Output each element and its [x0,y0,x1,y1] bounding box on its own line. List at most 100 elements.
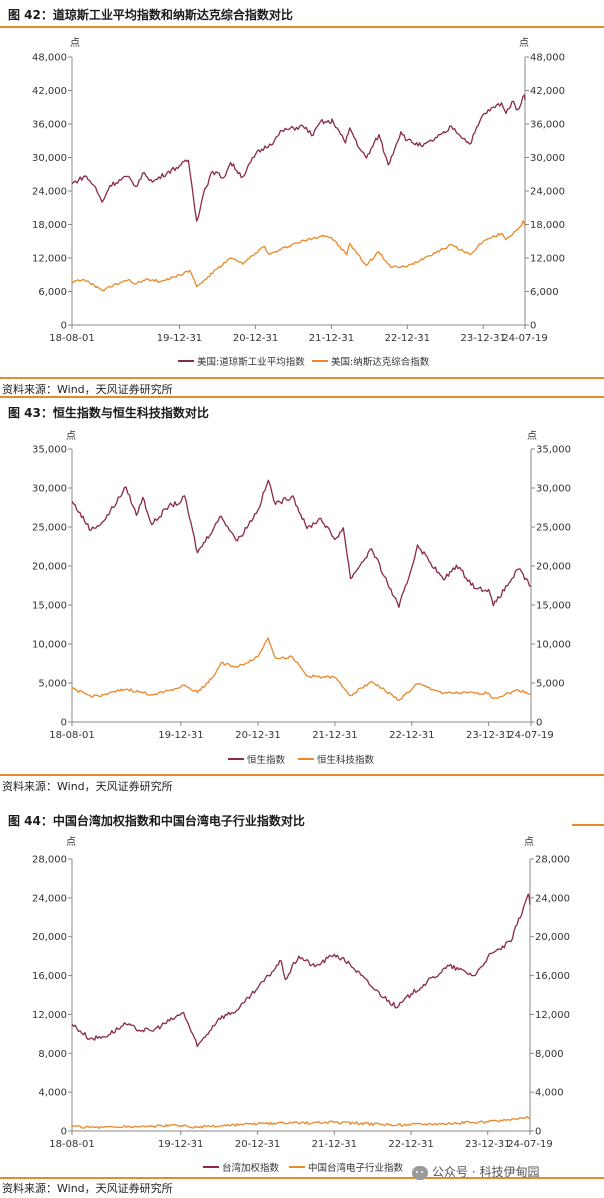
y-tick-label-left: 6,000 [38,287,67,298]
y-tick-label-right: 12,000 [535,1010,570,1021]
y-tick-label-right: 35,000 [536,445,571,456]
series-line-2 [71,1115,531,1130]
y-tick-label-left: 10,000 [32,640,67,651]
y-tick-label-left: 30,000 [32,484,67,495]
y-tick-label-right: 4,000 [535,1088,564,1099]
legend-label-1: 台湾加权指数 [222,1162,280,1174]
x-tick-label: 23-12-31 [465,1139,510,1150]
y-tick-label-right: 24,000 [535,893,570,904]
x-tick-label: 19-12-31 [157,333,202,344]
y-tick-label-right: 0 [535,1127,541,1138]
y-tick-label-right: 6,000 [530,287,559,298]
figure-title: 图 42：道琼斯工业平均指数和纳斯达克综合指数对比 [8,8,293,22]
source-rule-top [0,1177,604,1179]
x-tick-label: 22-12-31 [388,1139,433,1150]
y-tick-label-right: 10,000 [536,640,571,651]
left-axis-unit: 点 [70,38,80,49]
y-tick-label-left: 28,000 [32,855,67,866]
legend-label-2: 中国台湾电子行业指数 [308,1162,404,1174]
x-tick-label: 24-07-19 [502,333,547,344]
y-tick-label-left: 20,000 [32,562,67,573]
x-tick-label: 24-07-19 [507,1139,552,1150]
x-tick-label: 20-12-31 [235,730,280,741]
wechat-icon [412,1165,428,1180]
y-tick-label-right: 8,000 [535,1049,564,1060]
source-rule-top [0,774,604,776]
x-tick-label: 23-12-31 [461,333,506,344]
x-tick-label: 21-12-31 [312,730,357,741]
y-tick-label-left: 0 [61,1127,67,1138]
y-tick-label-right: 30,000 [536,484,571,495]
series-line-1 [71,94,526,222]
watermark-text: 公众号 · 科技伊甸园 [432,1165,540,1179]
x-tick-label: 21-12-31 [312,1139,357,1150]
x-tick-label: 24-07-19 [508,730,553,741]
y-tick-label-right: 25,000 [536,523,571,534]
source-note: 资料来源：Wind，天风证券研究所 [2,1182,173,1195]
y-tick-label-right: 18,000 [530,220,565,231]
watermark: 公众号 · 科技伊甸园 [412,1163,539,1180]
source-note: 资料来源：Wind，天风证券研究所 [2,383,173,396]
chart-dow-nasdaq: 0 0 6,000 6,000 12,000 12,000 18,000 18,000 24,0… [32,53,565,369]
x-tick-label: 18-08-01 [49,1139,94,1150]
figure-42: 图 42：道琼斯工业平均指数和纳斯达克综合指数对比 点 点 0 0 6,000 6,0… [0,0,604,396]
y-tick-label-right: 12,000 [530,254,565,265]
y-tick-label-left: 16,000 [32,971,67,982]
source-rule-top [0,377,604,379]
y-tick-label-left: 25,000 [32,523,67,534]
figure-43: 图 43：恒生指数与恒生科技指数对比 点 点 0 0 5,000 5,000 10,00… [0,398,604,798]
y-tick-label-left: 36,000 [32,120,67,131]
legend-label-1: 恒生指数 [247,754,286,766]
x-tick-label: 20-12-31 [235,1139,280,1150]
y-tick-label-left: 35,000 [32,445,67,456]
x-tick-label: 19-12-31 [158,1139,203,1150]
y-tick-label-right: 20,000 [535,932,570,943]
y-tick-label-right: 24,000 [530,187,565,198]
left-axis-unit: 点 [66,431,76,442]
figure-title: 图 43：恒生指数与恒生科技指数对比 [8,406,209,420]
y-tick-label-left: 20,000 [32,932,67,943]
y-tick-label-right: 42,000 [530,86,565,97]
left-axis-unit: 点 [66,837,76,848]
y-tick-label-right: 16,000 [535,971,570,982]
x-tick-label: 22-12-31 [389,730,434,741]
y-tick-label-left: 24,000 [32,187,67,198]
y-tick-label-right: 48,000 [530,53,565,64]
y-tick-label-right: 30,000 [530,153,565,164]
x-tick-label: 22-12-31 [385,333,430,344]
source-note: 资料来源：Wind，天风证券研究所 [2,780,173,793]
right-axis-unit: 点 [519,38,529,49]
x-tick-label: 20-12-31 [233,333,278,344]
right-axis-unit: 点 [527,431,537,442]
source-rule-bottom [0,396,604,398]
y-tick-label-right: 36,000 [530,120,565,131]
y-tick-label-left: 8,000 [38,1049,67,1060]
y-tick-label-right: 20,000 [536,562,571,573]
right-axis-unit: 点 [524,837,534,848]
x-tick-label: 18-08-01 [49,333,94,344]
y-tick-label-left: 5,000 [38,679,67,690]
legend-label-2: 美国:纳斯达克综合指数 [331,356,430,368]
y-tick-label-right: 0 [530,321,536,332]
title-rule [0,26,604,28]
y-tick-label-left: 30,000 [32,153,67,164]
y-tick-label-left: 0 [61,321,67,332]
x-tick-label: 18-08-01 [49,730,94,741]
y-tick-label-right: 15,000 [536,601,571,612]
x-tick-label: 23-12-31 [466,730,511,741]
figure-44: 图 44：中国台湾加权指数和中国台湾电子行业指数对比 点 点 0 0 4,000 4,… [0,806,604,1198]
x-tick-label: 21-12-31 [309,333,354,344]
series-line-2 [71,220,526,292]
y-tick-label-right: 28,000 [535,855,570,866]
y-tick-label-left: 12,000 [32,1010,67,1021]
y-tick-label-left: 48,000 [32,53,67,64]
y-tick-label-left: 24,000 [32,893,67,904]
legend-label-1: 美国:道琼斯工业平均指数 [197,356,305,368]
y-tick-label-left: 15,000 [32,601,67,612]
y-tick-label-left: 0 [61,718,67,729]
series-line-1 [71,479,532,608]
y-tick-label-left: 18,000 [32,220,67,231]
series-line-2 [71,637,532,701]
legend-label-2: 恒生科技指数 [317,754,375,766]
series-line-1 [71,893,531,1048]
